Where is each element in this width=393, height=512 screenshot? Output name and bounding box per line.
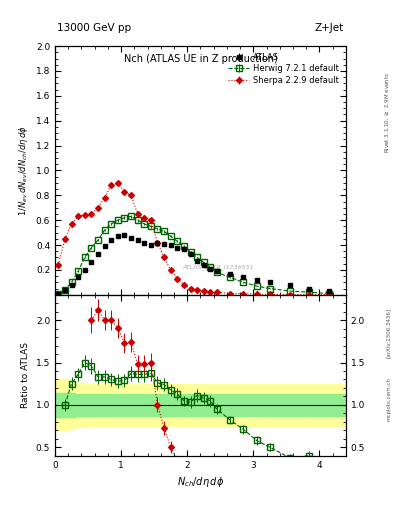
Bar [134,394,141,416]
Bar [114,394,121,416]
Bar [81,394,88,416]
Bar [174,383,187,426]
Bar [161,394,174,416]
Bar [141,394,147,416]
Bar [62,379,68,430]
Text: mcplots.cern.ch: mcplots.cern.ch [386,377,391,421]
Bar [147,383,161,426]
Bar [214,383,240,426]
Bar [88,383,95,426]
Bar [200,383,214,426]
Bar [101,394,108,416]
Y-axis label: $1/N_{ev}\,dN_{ev}/dN_{ch}/d\eta\,d\phi$: $1/N_{ev}\,dN_{ev}/dN_{ch}/d\eta\,d\phi$ [17,125,30,216]
Bar [101,383,108,426]
Text: ATLAS_2019_I1736531: ATLAS_2019_I1736531 [182,264,253,270]
Bar [306,383,346,426]
Bar [62,393,68,417]
Bar [187,394,200,416]
Text: Nch (ATLAS UE in Z production): Nch (ATLAS UE in Z production) [123,54,277,63]
Text: 13000 GeV pp: 13000 GeV pp [57,23,131,33]
Text: [arXiv:1306.3436]: [arXiv:1306.3436] [386,308,391,358]
Bar [141,383,147,426]
Bar [240,383,266,426]
Bar [75,394,81,416]
Bar [88,394,95,416]
Bar [68,381,75,429]
Bar [121,383,128,426]
Bar [68,393,75,417]
Text: Z+Jet: Z+Jet [315,23,344,33]
Y-axis label: Ratio to ATLAS: Ratio to ATLAS [21,342,30,408]
Bar [266,383,306,426]
Bar [147,394,161,416]
Bar [214,394,240,416]
Bar [306,394,346,416]
X-axis label: $N_{ch}/d\eta\,d\phi$: $N_{ch}/d\eta\,d\phi$ [177,475,224,489]
Text: Rivet 3.1.10, $\geq$ 2.9M events: Rivet 3.1.10, $\geq$ 2.9M events [384,72,391,153]
Bar [128,394,134,416]
Bar [121,394,128,416]
Bar [55,393,62,417]
Bar [55,379,62,430]
Bar [240,394,266,416]
Bar [187,383,200,426]
Bar [200,394,214,416]
Bar [81,383,88,427]
Bar [161,383,174,426]
Bar [75,383,81,427]
Bar [134,383,141,426]
Bar [108,383,114,426]
Legend: ATLAS, Herwig 7.2.1 default, Sherpa 2.2.9 default: ATLAS, Herwig 7.2.1 default, Sherpa 2.2.… [226,50,342,87]
Bar [266,394,306,416]
Bar [128,383,134,426]
Bar [95,394,101,416]
Bar [95,383,101,426]
Bar [174,394,187,416]
Bar [108,394,114,416]
Bar [114,383,121,426]
